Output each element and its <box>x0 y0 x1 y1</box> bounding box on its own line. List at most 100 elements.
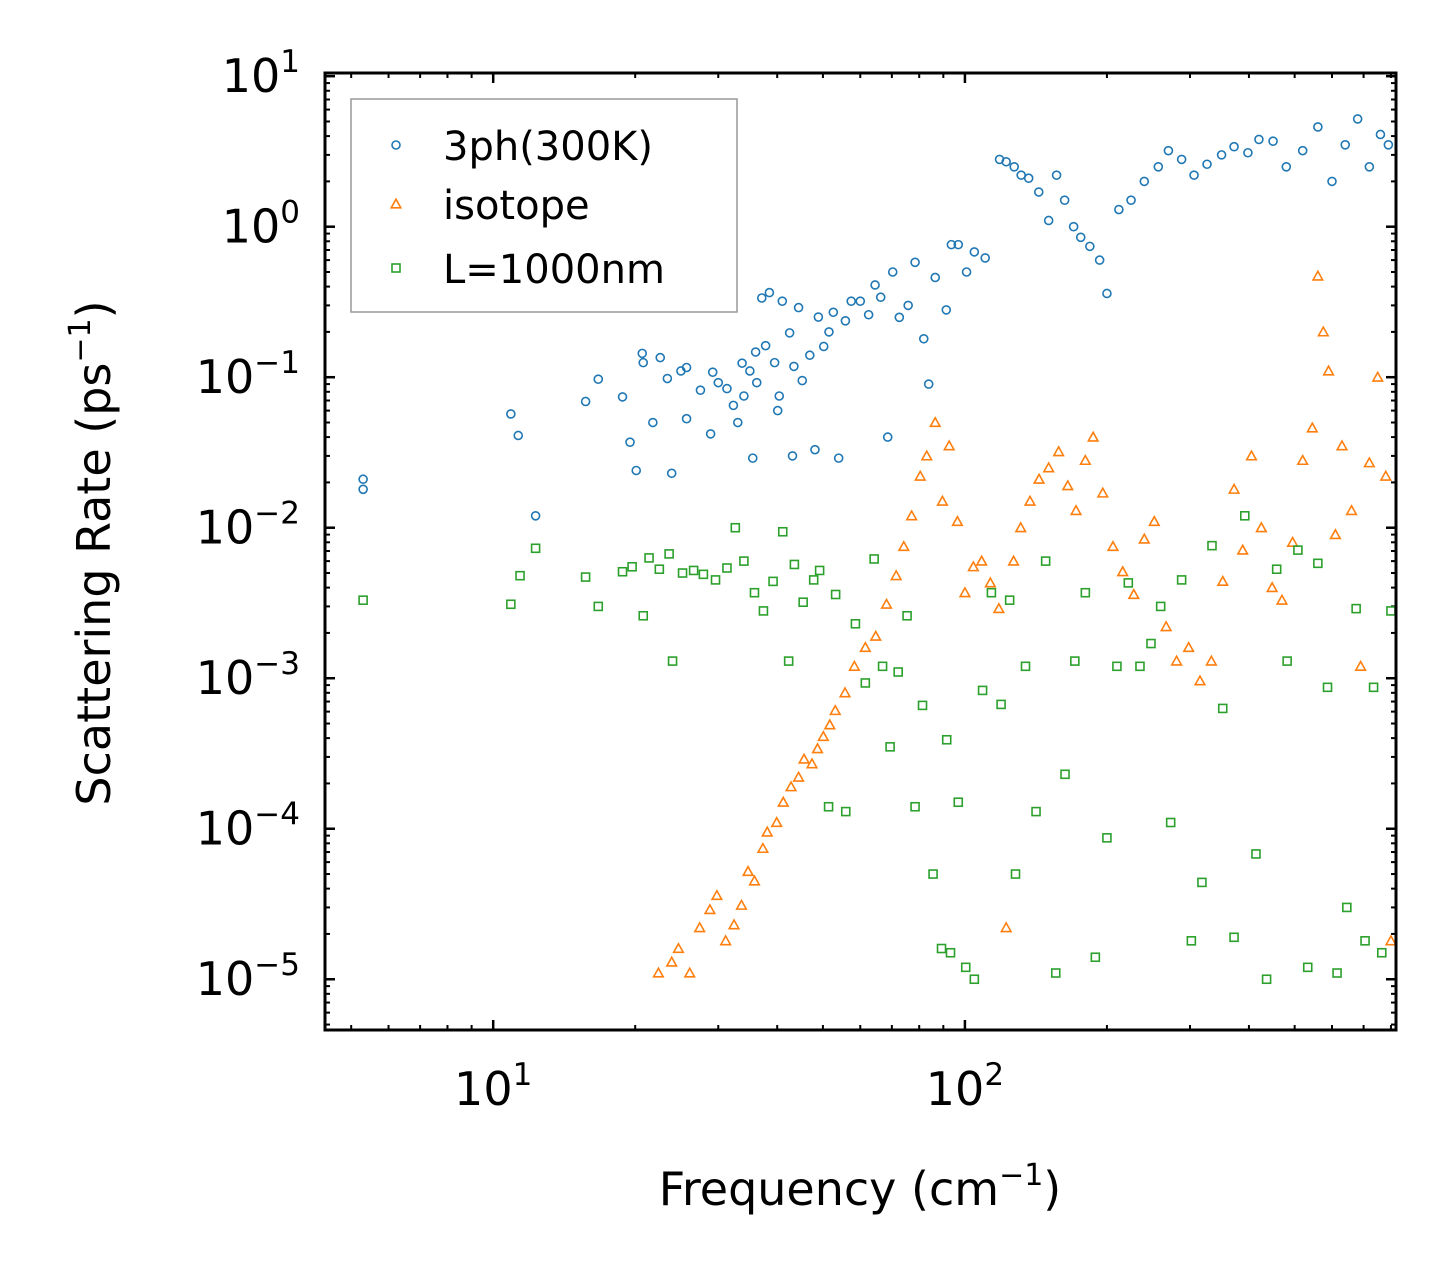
data-point-circle <box>662 373 673 384</box>
data-point-triangle <box>929 416 942 428</box>
data-point-circle <box>655 352 666 363</box>
data-point-square <box>358 595 368 605</box>
data-point-circle <box>1033 187 1044 197</box>
legend-label-3ph: 3ph(300K) <box>443 124 653 170</box>
data-point-triangle <box>1245 449 1258 461</box>
data-point-circle <box>863 309 874 320</box>
data-point-triangle <box>735 898 748 910</box>
data-point-triangle <box>1335 439 1349 451</box>
data-point-square <box>1040 556 1051 566</box>
data-point-circle <box>751 377 762 388</box>
y-tick-label-base: 10 <box>222 200 281 254</box>
data-point-circle <box>918 333 929 344</box>
data-point-triangle <box>1384 934 1396 946</box>
y-tick-label-exponent: −3 <box>254 646 300 682</box>
data-point-square <box>1155 601 1166 612</box>
data-point-triangle <box>890 569 903 581</box>
data-point-circle <box>580 396 591 407</box>
y-tick-label-exponent: −2 <box>254 496 300 532</box>
data-point-square <box>1112 661 1122 672</box>
data-point-circle <box>1297 145 1308 156</box>
data-point-circle <box>930 272 941 283</box>
data-point-circle <box>1202 159 1212 170</box>
data-point-circle <box>737 358 747 368</box>
data-point-circle <box>745 366 755 376</box>
data-point-circle <box>722 383 732 394</box>
data-point-triangle <box>1182 641 1195 653</box>
data-point-square <box>928 869 938 879</box>
data-point-square <box>1090 952 1101 963</box>
data-point-square <box>644 553 654 563</box>
data-point-triangle <box>805 757 819 769</box>
data-point-triangle <box>1363 456 1376 468</box>
data-point-circle <box>833 453 844 463</box>
data-point-circle <box>513 430 524 441</box>
data-point-circle <box>772 405 783 416</box>
data-point-square <box>1351 603 1361 614</box>
data-point-triangle <box>1079 453 1092 466</box>
legend-markers <box>389 140 403 273</box>
series-1-points <box>652 269 1396 978</box>
data-point-square <box>850 618 861 629</box>
data-point-square <box>830 589 841 600</box>
data-point-triangle <box>1286 535 1299 547</box>
data-point-triangle <box>1061 479 1074 491</box>
data-point-square <box>986 587 997 598</box>
data-point-circle <box>810 444 820 455</box>
data-point-square <box>1050 968 1061 978</box>
legend-marker-circle <box>391 140 401 150</box>
data-point-triangle <box>1069 504 1083 516</box>
data-point-square <box>885 742 895 752</box>
data-point-square <box>627 561 637 572</box>
data-point-triangle <box>672 942 685 954</box>
data-point-triangle <box>1159 620 1173 632</box>
data-point-triangle <box>1345 504 1358 516</box>
data-point-triangle <box>817 730 830 742</box>
data-point-square <box>1135 661 1145 672</box>
y-tick-label: 101 <box>222 44 300 103</box>
data-point-triangle <box>665 955 678 967</box>
data-point-triangle <box>756 841 770 854</box>
data-point-circle <box>617 392 628 402</box>
data-point-square <box>941 734 952 745</box>
data-point-triangle <box>652 966 665 978</box>
data-point-circle <box>882 432 893 442</box>
data-point-triangle <box>1193 674 1207 686</box>
data-point-square <box>530 543 541 554</box>
x-axis-title: Frequency (cm−1) <box>659 1158 1062 1216</box>
data-point-square <box>638 610 649 621</box>
data-point-triangle <box>838 686 852 698</box>
data-point-square <box>749 587 760 598</box>
data-point-triangle <box>719 934 732 946</box>
data-point-triangle <box>727 918 741 930</box>
data-point-square <box>910 801 920 812</box>
data-point-square <box>768 576 778 587</box>
y-tick-label-base: 10 <box>196 501 255 555</box>
data-point-circle <box>777 296 788 306</box>
data-point-square <box>1282 656 1292 666</box>
data-point-triangle <box>784 780 798 792</box>
data-point-circle <box>793 302 804 313</box>
data-point-circle <box>1327 176 1337 187</box>
data-point-square <box>953 797 964 808</box>
y-axis-title-superscript: −1 <box>63 318 98 362</box>
data-point-triangle <box>869 629 882 641</box>
y-tick-label: 10−1 <box>196 345 300 404</box>
x-tick-label-exponent: 1 <box>513 1057 533 1093</box>
data-point-square <box>1070 656 1080 666</box>
data-point-triangle <box>1087 430 1100 442</box>
data-point-square <box>814 565 825 576</box>
major-ticks <box>325 73 1396 1030</box>
data-point-triangle <box>897 540 910 552</box>
data-point-circle <box>1281 162 1292 172</box>
data-point-triangle <box>1023 494 1037 506</box>
data-point-square <box>1229 932 1239 943</box>
data-point-circle <box>828 307 839 318</box>
data-points <box>358 114 1396 985</box>
data-point-circle <box>1114 204 1124 215</box>
legend: 3ph(300K) isotope L=1000nm <box>350 98 738 313</box>
data-point-triangle <box>1265 581 1279 593</box>
data-point-triangle <box>1216 574 1229 587</box>
data-point-triangle <box>967 560 980 572</box>
data-point-circle <box>875 292 886 303</box>
